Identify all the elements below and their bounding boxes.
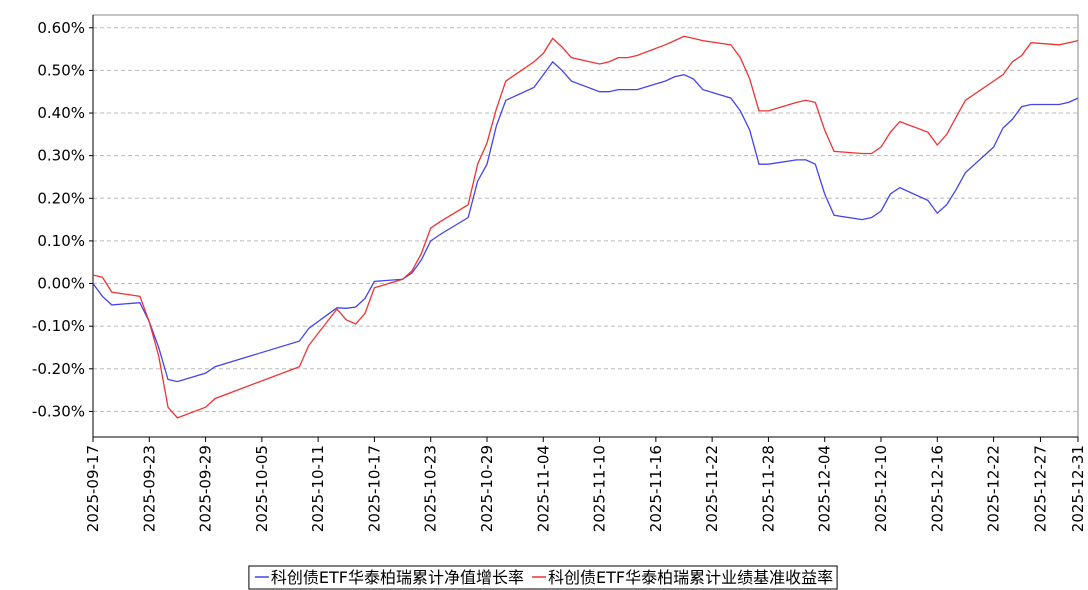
x-tick-label: 2025-11-16	[647, 445, 665, 532]
y-tick-label: -0.10%	[32, 317, 85, 335]
legend: 科创债ETF华泰柏瑞累计净值增长率 科创债ETF华泰柏瑞累计业绩基准收益率	[248, 565, 838, 590]
legend-label: 科创债ETF华泰柏瑞累计净值增长率	[271, 568, 524, 587]
x-tick-label: 2025-09-17	[84, 445, 102, 532]
x-tick-label: 2025-12-16	[928, 445, 946, 532]
x-tick-label: 2025-10-05	[253, 445, 271, 532]
x-tick-label: 2025-12-04	[816, 445, 834, 532]
x-tick-label: 2025-11-28	[759, 445, 777, 532]
series-line	[92, 60, 1079, 383]
x-tick-label: 2025-12-22	[985, 445, 1003, 532]
series-line	[92, 35, 1079, 419]
y-tick-label: 0.10%	[37, 232, 85, 250]
y-tick-label: -0.30%	[32, 402, 85, 420]
legend-label: 科创债ETF华泰柏瑞累计业绩基准收益率	[548, 568, 833, 587]
x-tick-label: 2025-12-27	[1031, 445, 1049, 532]
y-tick-label: 0.60%	[37, 19, 85, 37]
x-tick-label: 2025-09-29	[197, 445, 215, 532]
x-tick-label: 2025-11-04	[534, 445, 552, 532]
x-tick-label: 2025-10-23	[422, 445, 440, 532]
y-tick-label: 0.00%	[37, 275, 85, 293]
x-tick-label: 2025-10-17	[365, 445, 383, 532]
y-tick-label: 0.50%	[37, 61, 85, 79]
x-tick-label: 2025-09-23	[140, 445, 158, 532]
y-tick-label: -0.20%	[32, 360, 85, 378]
y-tick-label: 0.40%	[37, 104, 85, 122]
y-tick-label: 0.20%	[37, 189, 85, 207]
x-tick-label: 2025-12-31	[1069, 445, 1087, 532]
x-tick-label: 2025-10-29	[478, 445, 496, 532]
y-tick-label: 0.30%	[37, 147, 85, 165]
plot-area	[92, 14, 1079, 438]
x-tick-label: 2025-11-10	[591, 445, 609, 532]
x-tick-label: 2025-12-10	[872, 445, 890, 532]
x-tick-label: 2025-11-22	[703, 445, 721, 532]
x-tick-label: 2025-10-11	[309, 445, 327, 532]
